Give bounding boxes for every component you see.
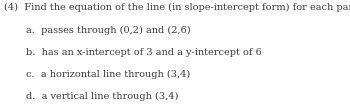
- Text: a.  passes through (0,2) and (2,6): a. passes through (0,2) and (2,6): [26, 26, 191, 35]
- Text: (4)  Find the equation of the line (in slope-intercept form) for each part:: (4) Find the equation of the line (in sl…: [4, 3, 350, 12]
- Text: b.  has an x-intercept of 3 and a y-intercept of 6: b. has an x-intercept of 3 and a y-inter…: [26, 48, 262, 57]
- Text: c.  a horizontal line through (3,4): c. a horizontal line through (3,4): [26, 70, 190, 79]
- Text: d.  a vertical line through (3,4): d. a vertical line through (3,4): [26, 92, 178, 101]
